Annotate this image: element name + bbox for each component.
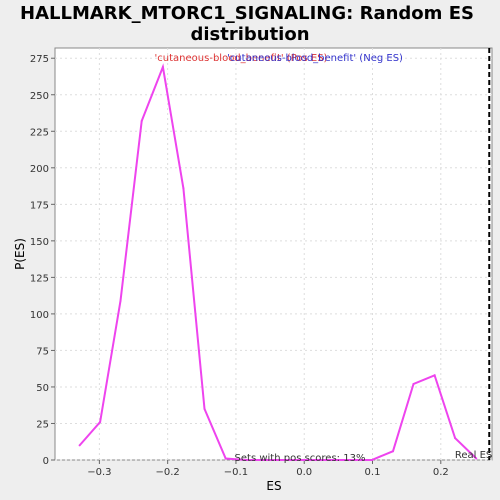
y-tick-label: 25 bbox=[36, 419, 49, 430]
series-point bbox=[308, 459, 311, 461]
y-tick-label: 125 bbox=[30, 273, 49, 284]
real-es-label: Real ES bbox=[455, 450, 492, 461]
series-point bbox=[349, 459, 352, 461]
y-tick-label: 150 bbox=[30, 237, 49, 248]
grid bbox=[55, 48, 492, 461]
x-tick-label: 0.0 bbox=[296, 467, 312, 478]
y-tick-label: 275 bbox=[30, 54, 49, 65]
series-point bbox=[454, 437, 457, 440]
x-axis-ticks: −0.3 −0.2 −0.1 0.0 0.1 0.2 bbox=[87, 460, 449, 478]
y-axis-ticks: 0 25 50 75 100 125 150 175 200 225 250 275 bbox=[30, 54, 55, 467]
y-tick-label: 75 bbox=[36, 346, 49, 357]
series-point bbox=[245, 459, 248, 461]
series-line bbox=[78, 63, 477, 461]
y-tick-label: 200 bbox=[30, 164, 49, 175]
pos-scores-annotation: Sets with pos scores: 13% bbox=[235, 453, 366, 464]
chart-title-line-2: distribution bbox=[190, 24, 309, 45]
plot-area bbox=[54, 47, 493, 461]
series-point bbox=[266, 459, 269, 461]
y-tick-label: 175 bbox=[30, 200, 49, 211]
x-tick-label: 0.2 bbox=[433, 467, 449, 478]
series-point bbox=[161, 65, 164, 68]
series-point bbox=[286, 459, 289, 461]
legend-pos-es: 'cutaneous-blood_benefit' (Pos ES) bbox=[155, 53, 328, 64]
legend-neg-es: 'cutaneous-blood_benefit' (Neg ES) bbox=[227, 53, 403, 64]
x-axis-label: ES bbox=[266, 479, 281, 493]
series-point bbox=[329, 459, 332, 461]
series-point bbox=[182, 187, 185, 190]
y-tick-label: 100 bbox=[30, 310, 49, 321]
series-point bbox=[99, 421, 102, 424]
series-point bbox=[391, 450, 394, 453]
series-point bbox=[433, 374, 436, 377]
y-tick-label: 225 bbox=[30, 127, 49, 138]
chart-title-line-1: HALLMARK_MTORC1_SIGNALING: Random ES bbox=[20, 3, 474, 24]
y-tick-label: 50 bbox=[36, 383, 49, 394]
series-point bbox=[78, 444, 81, 447]
series-point bbox=[140, 120, 143, 123]
x-tick-label: −0.3 bbox=[87, 467, 111, 478]
series-point bbox=[119, 299, 122, 302]
x-tick-label: 0.1 bbox=[365, 467, 381, 478]
series-point bbox=[224, 457, 227, 460]
x-tick-label: −0.2 bbox=[156, 467, 180, 478]
series-points bbox=[78, 65, 478, 461]
y-axis-label: P(ES) bbox=[13, 238, 27, 270]
y-tick-label: 0 bbox=[43, 456, 49, 467]
x-tick-label: −0.1 bbox=[224, 467, 248, 478]
series-point bbox=[203, 407, 206, 410]
series-point bbox=[370, 459, 373, 461]
series-point bbox=[475, 457, 478, 460]
series-point bbox=[412, 383, 415, 386]
y-tick-label: 250 bbox=[30, 91, 49, 102]
